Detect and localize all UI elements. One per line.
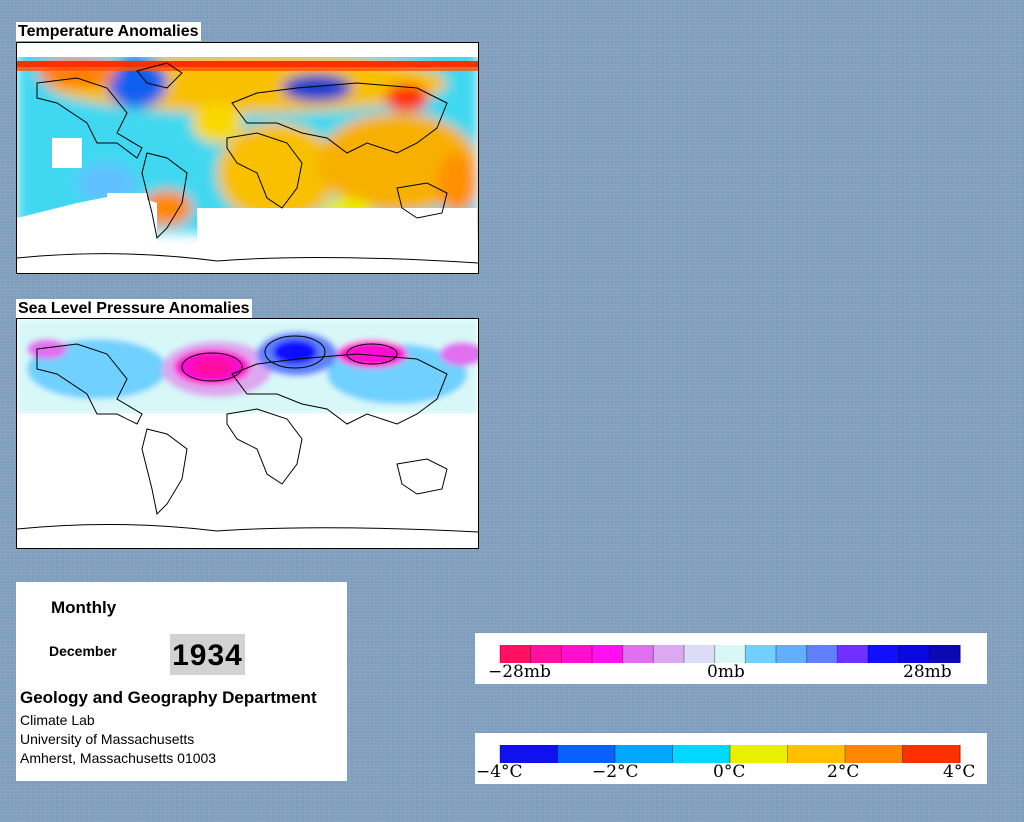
temperature-label-minus4: −4°C — [476, 762, 523, 782]
temperature-swatch — [557, 745, 616, 763]
temperature-label-plus4: 4°C — [943, 762, 975, 782]
temperature-swatch — [730, 745, 788, 763]
temperature-swatch — [672, 745, 731, 763]
pressure-swatch — [868, 645, 900, 663]
temperature-color-scale — [499, 745, 961, 763]
address: Amherst, Massachusetts 01003 — [20, 750, 217, 766]
pressure-label-zero: 0mb — [707, 662, 745, 682]
temperature-anomaly-map — [16, 42, 479, 274]
pressure-swatch — [592, 645, 624, 663]
pressure-swatch — [684, 645, 716, 663]
pressure-swatch — [745, 645, 777, 663]
pressure-swatch — [500, 645, 532, 663]
temperature-label-zero: 0°C — [713, 762, 745, 782]
pressure-ticks — [499, 645, 961, 663]
department-name: Geology and Geography Department — [20, 688, 317, 707]
temperature-label-minus2: −2°C — [592, 762, 639, 782]
pressure-color-scale — [499, 645, 961, 663]
year-display: 1934 — [170, 634, 245, 675]
pressure-map-title: Sea Level Pressure Anomalies — [16, 299, 252, 318]
pressure-swatch — [837, 645, 869, 663]
pressure-swatch — [622, 645, 654, 663]
temperature-swatch — [615, 745, 673, 763]
pressure-label-min: −28mb — [488, 662, 551, 682]
pressure-swatch — [929, 645, 961, 663]
lab-name: Climate Lab — [20, 712, 95, 728]
pressure-swatch — [776, 645, 808, 663]
temperature-swatch — [787, 745, 846, 763]
university-name: University of Massachusetts — [20, 731, 195, 747]
pressure-anomaly-map — [16, 318, 479, 549]
pressure-swatch — [530, 645, 562, 663]
pressure-swatch — [653, 645, 685, 663]
temperature-swatch — [902, 745, 961, 763]
pressure-swatch — [898, 645, 930, 663]
month-label: December — [49, 643, 117, 659]
period-label: Monthly — [51, 598, 117, 617]
temperature-label-plus2: 2°C — [827, 762, 859, 782]
pressure-swatch — [806, 645, 838, 663]
pressure-swatch — [714, 645, 746, 663]
info-panel: Monthly December 1934 Geology and Geogra… — [16, 582, 347, 781]
temperature-swatch — [500, 745, 558, 763]
temperature-map-title: Temperature Anomalies — [16, 22, 201, 41]
pressure-legend: −28mb 0mb 28mb — [475, 633, 987, 684]
pressure-label-max: 28mb — [903, 662, 952, 682]
temperature-ticks — [499, 745, 961, 763]
temperature-swatch — [845, 745, 903, 763]
temperature-legend: −4°C −2°C 0°C 2°C 4°C — [475, 733, 987, 784]
pressure-swatch — [561, 645, 593, 663]
